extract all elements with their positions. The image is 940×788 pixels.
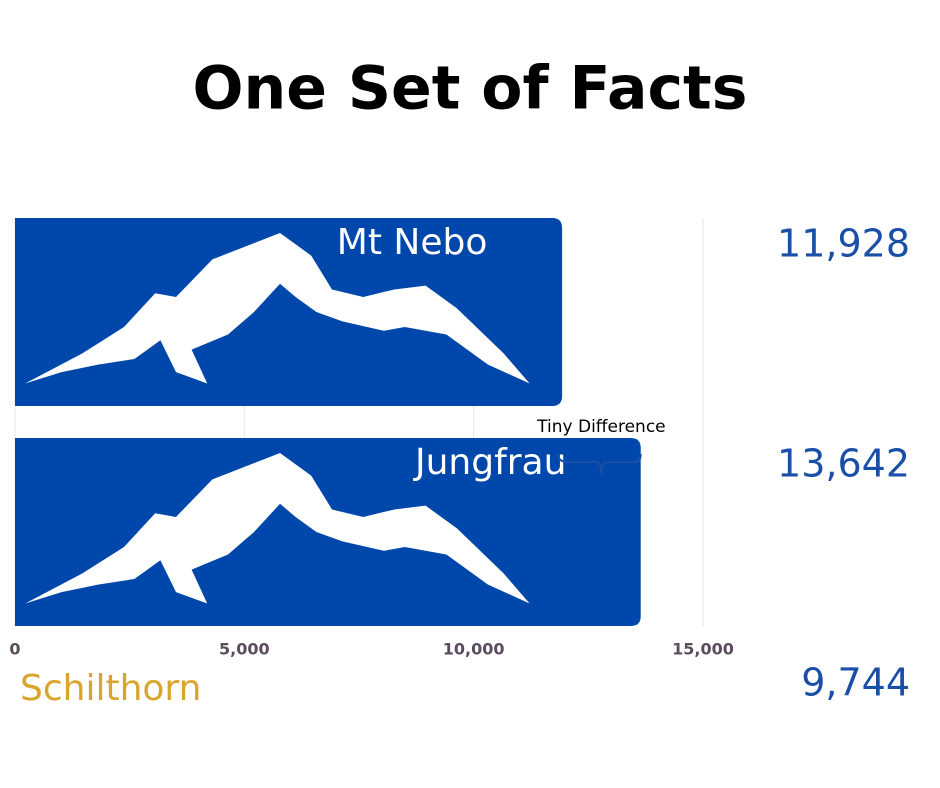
brace [557, 453, 642, 475]
value-label: 11,928 [777, 222, 910, 266]
x-tick-label: 15,000 [672, 640, 734, 659]
x-tick-label: 10,000 [443, 640, 505, 659]
x-tick-label: 0 [9, 640, 20, 659]
extra-value-label: 9,744 [801, 661, 910, 705]
bar [15, 218, 563, 406]
annotation: Tiny Difference [536, 417, 665, 437]
value-label: 13,642 [777, 442, 910, 486]
extra-name: Schilthorn [20, 668, 201, 709]
mountain-art [25, 233, 530, 384]
bar-name: Jungfrau [413, 442, 566, 483]
bar-name: Mt Nebo [337, 222, 488, 263]
mountain-art [25, 453, 530, 604]
x-tick-label: 5,000 [219, 640, 270, 659]
chart-title: One Set of Facts [193, 54, 748, 124]
